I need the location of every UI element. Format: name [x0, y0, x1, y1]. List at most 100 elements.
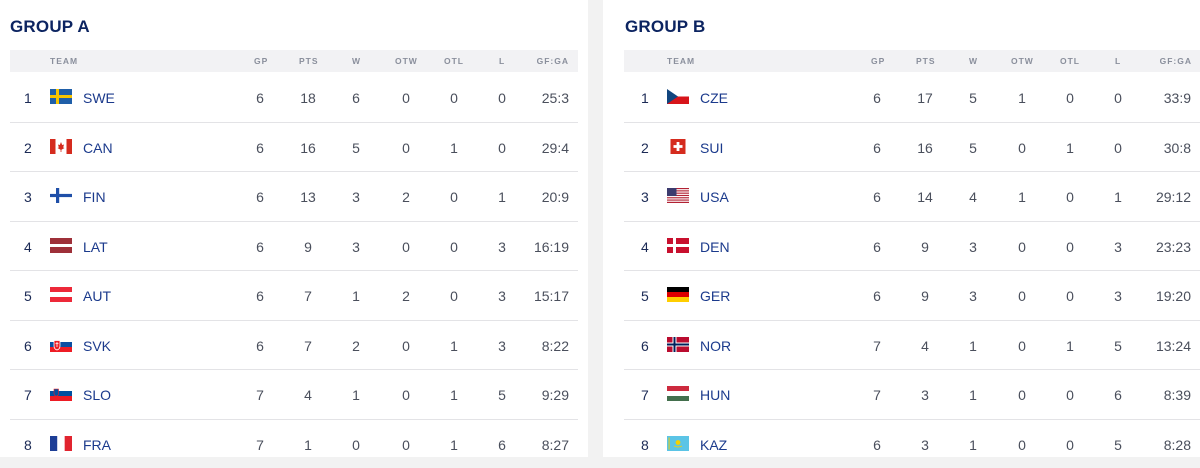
rank: 6 — [24, 338, 32, 354]
stat-otw: 0 — [391, 90, 421, 106]
stat-pts: 1 — [293, 437, 323, 453]
team-code[interactable]: USA — [700, 189, 729, 205]
stat-pts: 18 — [293, 90, 323, 106]
column-header-gp[interactable]: GP — [254, 56, 268, 66]
column-header-otl[interactable]: OTL — [1060, 56, 1080, 66]
column-header-otl[interactable]: OTL — [444, 56, 464, 66]
column-header-gfga[interactable]: GF:GA — [1160, 56, 1192, 66]
den-flag-icon — [667, 238, 689, 253]
stat-gfga: 20:9 — [509, 189, 569, 205]
team-code[interactable]: KAZ — [700, 437, 727, 453]
team-code[interactable]: FIN — [83, 189, 106, 205]
stat-otw: 0 — [1007, 239, 1037, 255]
rank: 3 — [24, 189, 32, 205]
stat-gfga: 9:29 — [509, 387, 569, 403]
column-header-l[interactable]: L — [499, 56, 505, 66]
stat-w: 4 — [958, 189, 988, 205]
stat-gfga: 16:19 — [509, 239, 569, 255]
rank: 1 — [641, 90, 649, 106]
stat-l: 3 — [1103, 288, 1133, 304]
rank: 6 — [641, 338, 649, 354]
stat-gp: 7 — [862, 387, 892, 403]
column-header-gp[interactable]: GP — [871, 56, 885, 66]
column-header-w[interactable]: W — [969, 56, 978, 66]
stat-gfga: 8:22 — [509, 338, 569, 354]
team-code[interactable]: GER — [700, 288, 730, 304]
team-code[interactable]: SUI — [700, 140, 723, 156]
team-code[interactable]: DEN — [700, 239, 730, 255]
column-header-team[interactable]: TEAM — [50, 56, 78, 66]
team-code[interactable]: CAN — [83, 140, 113, 156]
stat-otw: 0 — [391, 387, 421, 403]
stat-gfga: 8:27 — [509, 437, 569, 453]
column-header-otw[interactable]: OTW — [395, 56, 418, 66]
stat-otl: 1 — [439, 140, 469, 156]
stat-otl: 1 — [439, 387, 469, 403]
stat-w: 5 — [958, 140, 988, 156]
team-code[interactable]: SVK — [83, 338, 111, 354]
team-code[interactable]: AUT — [83, 288, 111, 304]
rank: 7 — [24, 387, 32, 403]
stat-otw: 0 — [391, 239, 421, 255]
stat-gp: 6 — [862, 140, 892, 156]
stat-gfga: 19:20 — [1131, 288, 1191, 304]
stat-l: 6 — [1103, 387, 1133, 403]
stat-gfga: 8:39 — [1131, 387, 1191, 403]
team-code[interactable]: SLO — [83, 387, 111, 403]
column-header-team[interactable]: TEAM — [667, 56, 695, 66]
rank: 2 — [24, 140, 32, 156]
stat-otw: 0 — [391, 338, 421, 354]
stat-otl: 0 — [1055, 387, 1085, 403]
column-header-l[interactable]: L — [1115, 56, 1121, 66]
team-code[interactable]: FRA — [83, 437, 111, 453]
team-code[interactable]: HUN — [700, 387, 730, 403]
group-title: GROUP B — [625, 17, 705, 37]
stat-otl: 1 — [439, 437, 469, 453]
stat-gp: 6 — [862, 288, 892, 304]
rank: 7 — [641, 387, 649, 403]
team-code[interactable]: LAT — [83, 239, 108, 255]
team-code[interactable]: SWE — [83, 90, 115, 106]
stat-otw: 2 — [391, 288, 421, 304]
stat-w: 2 — [341, 338, 371, 354]
column-header-w[interactable]: W — [352, 56, 361, 66]
stat-otw: 0 — [391, 437, 421, 453]
stat-otw: 0 — [1007, 338, 1037, 354]
stat-gfga: 33:9 — [1131, 90, 1191, 106]
stat-otl: 1 — [1055, 338, 1085, 354]
stat-pts: 4 — [910, 338, 940, 354]
column-header-pts[interactable]: PTS — [916, 56, 936, 66]
column-header-pts[interactable]: PTS — [299, 56, 319, 66]
rank: 4 — [641, 239, 649, 255]
stat-pts: 14 — [910, 189, 940, 205]
stat-pts: 9 — [910, 239, 940, 255]
stat-l: 3 — [1103, 239, 1133, 255]
column-header-gfga[interactable]: GF:GA — [537, 56, 569, 66]
stat-otl: 1 — [439, 338, 469, 354]
stat-w: 3 — [958, 239, 988, 255]
rank: 5 — [24, 288, 32, 304]
column-header-otw[interactable]: OTW — [1011, 56, 1034, 66]
stat-gfga: 23:23 — [1131, 239, 1191, 255]
stat-otw: 0 — [391, 140, 421, 156]
stat-pts: 9 — [910, 288, 940, 304]
team-code[interactable]: CZE — [700, 90, 728, 106]
team-code[interactable]: NOR — [700, 338, 731, 354]
